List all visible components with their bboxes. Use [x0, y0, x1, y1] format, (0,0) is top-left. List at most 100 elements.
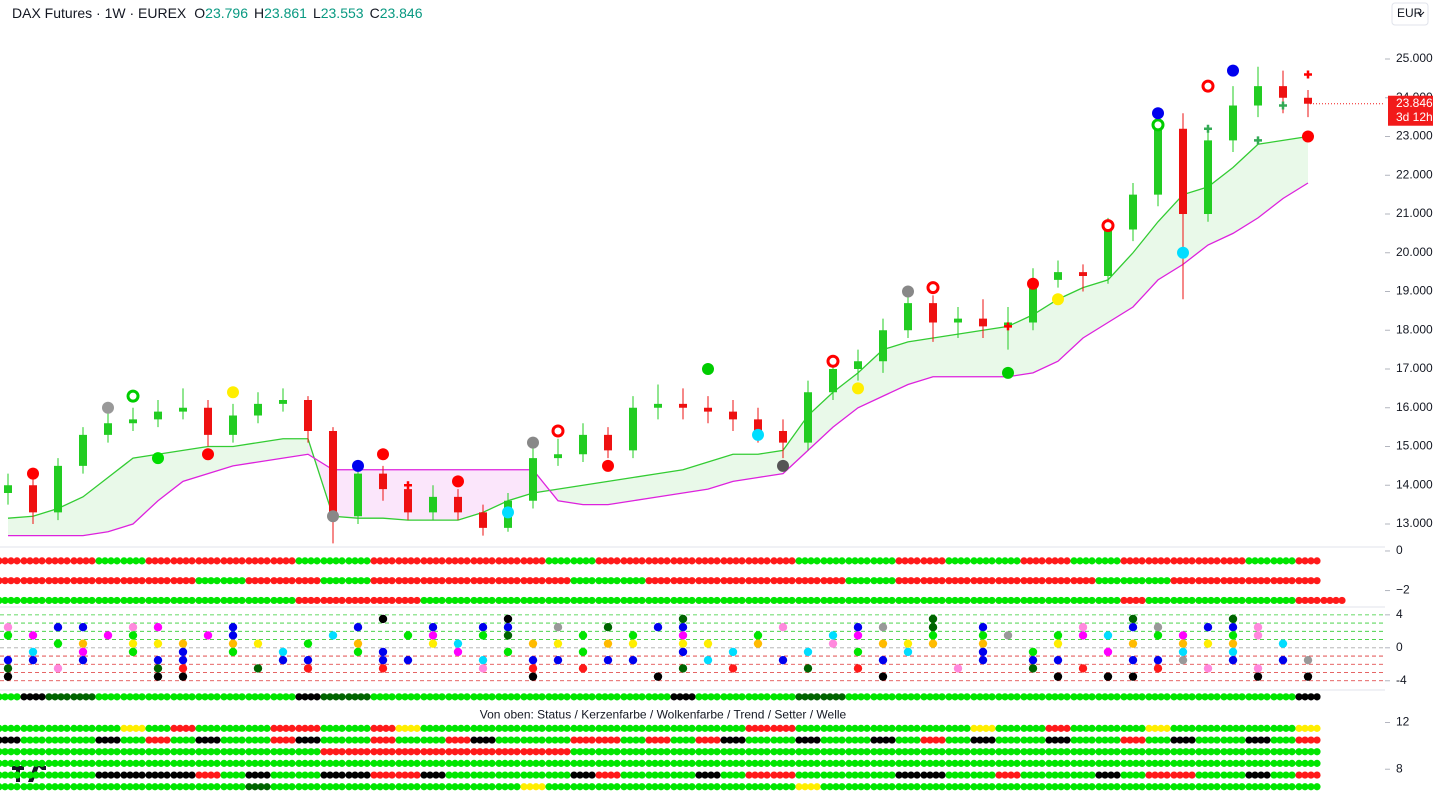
state-dot [1095, 759, 1103, 767]
state-dot [1176, 771, 1184, 779]
state-dot [395, 693, 403, 701]
signal-dot [377, 448, 389, 461]
state-dot [545, 693, 553, 701]
state-dot [701, 557, 709, 565]
state-dot [932, 771, 940, 779]
state-dot [301, 693, 309, 701]
state-dot [276, 783, 284, 791]
state-dot [763, 783, 771, 791]
state-dot [1063, 577, 1071, 585]
state-dot [420, 736, 428, 744]
state-dot [870, 736, 878, 744]
state-dot [376, 748, 384, 756]
state-dot [76, 577, 84, 585]
state-dot [495, 783, 503, 791]
state-dot [1238, 783, 1246, 791]
state-dot [1113, 748, 1121, 756]
state-dot [913, 693, 921, 701]
state-dot [1076, 771, 1084, 779]
state-dot [388, 724, 396, 732]
dropdown-icon[interactable] [1417, 11, 1425, 16]
state-dot [1032, 724, 1040, 732]
candle-body [979, 318, 987, 327]
state-dot [378, 647, 388, 657]
state-dot [345, 748, 353, 756]
state-dot [107, 748, 115, 756]
state-dot [1045, 748, 1053, 756]
state-dot [401, 724, 409, 732]
currency[interactable]: EUR [1397, 6, 1423, 20]
state-dot [207, 759, 215, 767]
state-dot [713, 759, 721, 767]
state-dot [13, 736, 21, 744]
state-dot [388, 783, 396, 791]
currency-button[interactable] [1391, 2, 1429, 26]
state-dot [732, 759, 740, 767]
state-dot [126, 577, 134, 585]
state-dot [257, 783, 265, 791]
signal-ring [551, 424, 565, 438]
state-dot [495, 748, 503, 756]
state-dot [578, 647, 588, 657]
state-dot [220, 783, 228, 791]
state-dot [832, 596, 840, 605]
state-dot [632, 577, 640, 585]
state-dot [332, 771, 340, 779]
state-dot [882, 577, 890, 585]
candle-body [654, 403, 662, 408]
state-dot [532, 724, 540, 732]
state-dot [201, 577, 209, 585]
state-dot [638, 771, 646, 779]
state-dot [851, 771, 859, 779]
state-dot [495, 693, 503, 701]
state-dot [251, 759, 259, 767]
state-dot [838, 577, 846, 585]
state-dot [763, 693, 771, 701]
state-dot [1028, 655, 1038, 665]
state-dot [788, 736, 796, 744]
state-dot [1251, 736, 1259, 744]
state-dot [803, 664, 813, 673]
state-dot [963, 783, 971, 791]
state-dot [176, 736, 184, 744]
state-dot [1151, 783, 1159, 791]
state-dot [188, 577, 196, 585]
state-dot [282, 759, 290, 767]
state-dot [632, 693, 640, 701]
state-dot [407, 759, 415, 767]
state-dot [1220, 557, 1228, 565]
state-dot [220, 759, 228, 767]
state-dot [1013, 759, 1021, 767]
state-dot [1126, 736, 1134, 744]
state-dot [1026, 759, 1034, 767]
state-dot [338, 783, 346, 791]
state-dot [413, 557, 421, 565]
state-dot [57, 748, 65, 756]
candle-body [304, 399, 312, 431]
state-dot [1228, 622, 1238, 632]
state-dot [1228, 655, 1238, 665]
state-dot [288, 783, 296, 791]
state-dot [382, 748, 390, 756]
state-dot [1107, 693, 1115, 701]
signal-dot [102, 401, 114, 414]
state-dot [1257, 693, 1265, 701]
state-dot [1076, 693, 1084, 701]
state-dot [657, 736, 665, 744]
state-dot [757, 771, 765, 779]
state-dot [301, 748, 309, 756]
state-dot [1226, 748, 1234, 756]
state-dot [126, 771, 134, 779]
state-dot [626, 748, 634, 756]
state-dot [720, 736, 728, 744]
state-dot [1182, 783, 1190, 791]
candle-body [729, 411, 737, 420]
state-dot [713, 748, 721, 756]
state-dot [1251, 577, 1259, 585]
state-dot [1188, 783, 1196, 791]
state-dot [282, 771, 290, 779]
state-dot [401, 577, 409, 585]
state-dot [1082, 557, 1090, 565]
state-dot [53, 664, 63, 673]
state-dot [101, 759, 109, 767]
